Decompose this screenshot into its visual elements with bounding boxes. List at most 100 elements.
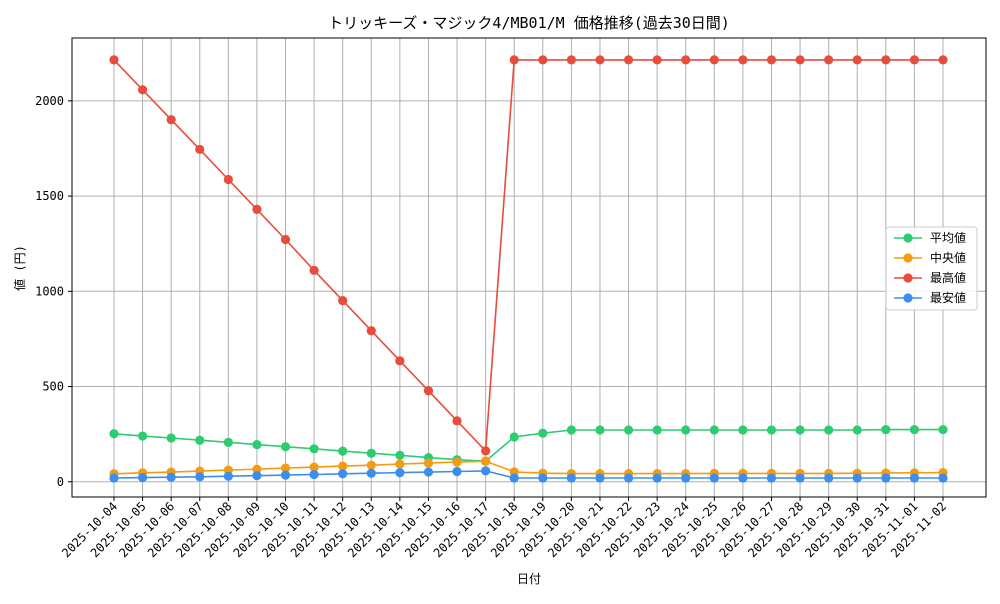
data-point — [595, 425, 605, 435]
data-point — [280, 234, 291, 245]
data-point — [338, 469, 348, 479]
data-point — [280, 463, 291, 473]
data-point — [538, 428, 548, 438]
legend-label: 平均値 — [930, 230, 966, 245]
data-point — [137, 85, 148, 95]
y-tick-label: 1000 — [35, 284, 64, 298]
data-point — [366, 448, 376, 458]
data-point — [938, 473, 948, 483]
series-line — [113, 460, 944, 475]
data-point — [309, 444, 319, 454]
data-point — [538, 473, 548, 483]
data-point — [109, 55, 119, 65]
legend-marker — [903, 233, 913, 243]
data-point — [709, 425, 719, 435]
data-point — [938, 55, 948, 65]
data-point — [909, 473, 920, 483]
legend-marker — [903, 293, 913, 303]
data-point — [223, 437, 233, 447]
series-layer — [109, 55, 948, 483]
x-axis-label: 日付 — [517, 572, 541, 586]
y-tick-label: 1500 — [35, 189, 64, 203]
data-point — [166, 115, 176, 125]
data-point — [423, 467, 434, 477]
data-point — [623, 473, 634, 483]
series-最高値 — [109, 55, 948, 456]
series-平均値 — [109, 424, 948, 466]
data-point — [766, 55, 777, 65]
data-point — [566, 425, 576, 435]
data-point — [909, 55, 920, 65]
plot-frame — [71, 37, 987, 498]
data-point — [109, 473, 119, 483]
data-point — [766, 425, 777, 435]
data-point — [623, 425, 634, 435]
series-中央値 — [109, 456, 948, 479]
data-point — [280, 470, 291, 480]
series-line — [113, 470, 943, 479]
data-point — [795, 425, 805, 435]
data-point — [423, 386, 434, 396]
data-point — [824, 55, 834, 65]
data-point — [195, 144, 205, 155]
data-point — [795, 473, 805, 483]
grid — [72, 38, 986, 497]
legend-label: 最高値 — [930, 270, 966, 285]
data-point — [852, 55, 862, 65]
series-line — [113, 59, 943, 453]
data-point — [338, 296, 348, 306]
data-point — [795, 55, 805, 65]
legend-box — [885, 226, 978, 311]
data-point — [481, 456, 491, 466]
data-point — [166, 433, 176, 443]
series-line — [113, 428, 943, 463]
y-tick-label: 0 — [57, 475, 64, 489]
data-point — [252, 204, 262, 215]
data-point — [595, 55, 605, 65]
data-point — [652, 425, 662, 435]
data-point — [252, 471, 262, 481]
data-point — [538, 55, 548, 65]
data-point — [881, 424, 891, 435]
data-point — [166, 472, 176, 482]
data-point — [481, 446, 491, 456]
legend-marker — [903, 273, 913, 283]
data-point — [623, 55, 634, 65]
data-point — [652, 55, 662, 65]
data-point — [338, 446, 348, 456]
data-point — [195, 472, 205, 482]
chart-title: トリッキーズ・マジック4/MB01/M 価格推移(過去30日間) — [328, 14, 730, 32]
data-point — [881, 473, 891, 483]
data-point — [824, 425, 834, 435]
data-point — [566, 55, 576, 65]
y-tick-label: 500 — [42, 380, 64, 394]
data-point — [766, 473, 777, 483]
data-point — [280, 442, 291, 452]
data-point — [309, 469, 319, 480]
data-point — [452, 457, 462, 467]
data-point — [338, 461, 348, 471]
legend-label: 最安値 — [930, 290, 966, 305]
data-point — [709, 473, 719, 483]
data-point — [881, 55, 891, 65]
data-point — [252, 464, 262, 474]
legend-marker — [903, 253, 913, 263]
data-point — [738, 55, 748, 65]
y-axis-label: 値 (円) — [12, 245, 27, 291]
data-point — [909, 424, 920, 435]
series-最安値 — [109, 466, 948, 483]
y-tick-label: 2000 — [35, 94, 64, 108]
data-point — [824, 473, 834, 483]
data-point — [395, 459, 405, 469]
data-point — [509, 55, 519, 65]
data-point — [681, 473, 691, 483]
data-point — [852, 473, 862, 483]
data-point — [566, 473, 576, 483]
data-point — [309, 265, 319, 275]
data-point — [852, 425, 862, 435]
data-point — [681, 425, 691, 435]
data-point — [309, 462, 319, 472]
